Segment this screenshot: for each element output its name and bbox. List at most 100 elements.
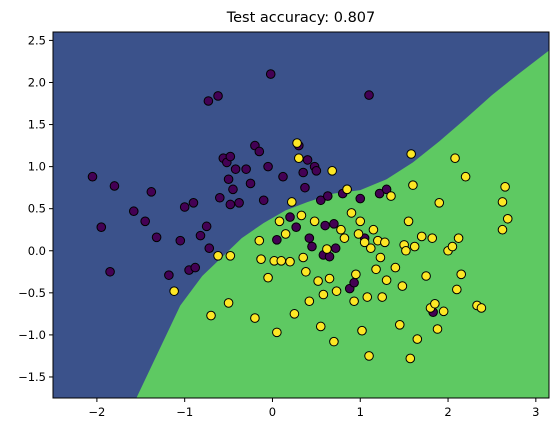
point-class-0-41 <box>300 182 310 193</box>
point-class-1-30 <box>329 336 339 347</box>
point-class-0-18 <box>213 91 223 101</box>
point-class-1-52 <box>386 191 396 201</box>
point-class-0-25 <box>228 184 238 195</box>
point-class-0-36 <box>278 171 288 182</box>
point-class-1-58 <box>403 216 414 227</box>
point-class-1-82 <box>497 224 508 235</box>
point-class-0-46 <box>311 166 322 176</box>
point-class-1-10 <box>272 327 282 338</box>
point-class-0-44 <box>307 241 317 252</box>
point-class-1-21 <box>301 266 311 277</box>
x-tick-label-4: 2 <box>444 405 451 419</box>
point-class-0-52 <box>329 219 339 229</box>
chart-title: Test accuracy: 0.807 <box>226 10 376 26</box>
point-class-1-49 <box>377 292 388 302</box>
y-tick-label-8: 2.5 <box>28 33 46 47</box>
point-class-1-67 <box>427 233 438 243</box>
point-class-1-27 <box>322 244 332 254</box>
point-class-1-77 <box>456 269 467 280</box>
point-class-0-10 <box>179 202 190 212</box>
plot-area <box>53 32 549 398</box>
point-class-1-78 <box>460 171 471 182</box>
point-class-1-75 <box>452 284 462 295</box>
y-tick-label-1: −1.0 <box>18 328 46 342</box>
point-class-0-2 <box>105 266 115 277</box>
point-class-0-16 <box>204 243 215 254</box>
point-class-1-57 <box>401 245 411 256</box>
point-class-1-43 <box>364 351 374 361</box>
point-class-1-71 <box>438 306 449 317</box>
x-tick-label-5: 3 <box>532 405 539 419</box>
point-class-1-51 <box>381 275 392 286</box>
point-class-1-3 <box>223 298 234 308</box>
plot-frame <box>52 31 550 399</box>
point-class-0-62 <box>381 184 392 195</box>
point-class-0-35 <box>272 235 282 245</box>
point-class-0-19 <box>214 192 225 203</box>
point-class-0-0 <box>87 171 98 182</box>
y-tick-label-6: 1.5 <box>28 118 46 132</box>
point-class-0-43 <box>304 233 315 243</box>
point-class-0-50 <box>322 191 333 201</box>
point-class-1-11 <box>274 216 285 227</box>
point-class-1-35 <box>346 208 357 218</box>
point-class-0-8 <box>164 270 174 280</box>
point-class-1-45 <box>368 224 379 235</box>
point-class-0-13 <box>190 262 201 273</box>
scatter-points <box>87 69 513 364</box>
point-class-1-33 <box>339 233 350 243</box>
x-tick-label-1: −1 <box>176 405 193 419</box>
point-class-0-29 <box>245 178 256 189</box>
point-class-1-4 <box>225 251 236 261</box>
point-class-0-12 <box>188 198 199 208</box>
point-class-0-32 <box>258 195 269 206</box>
point-class-0-38 <box>291 222 301 232</box>
point-class-1-60 <box>406 149 416 159</box>
x-tick-label-3: 1 <box>357 405 364 419</box>
y-tick-label-2: −0.5 <box>18 286 46 300</box>
point-class-1-28 <box>324 273 335 284</box>
point-class-0-47 <box>315 195 326 206</box>
point-class-1-15 <box>286 197 297 207</box>
point-class-1-44 <box>365 243 376 254</box>
point-class-1-19 <box>296 210 307 221</box>
point-class-1-73 <box>447 241 458 252</box>
point-class-1-26 <box>318 289 329 300</box>
point-class-1-83 <box>500 182 510 192</box>
point-class-0-9 <box>175 235 186 246</box>
point-class-0-23 <box>225 151 236 162</box>
point-class-1-7 <box>256 254 266 264</box>
point-class-1-48 <box>375 252 386 263</box>
point-class-1-76 <box>453 233 464 243</box>
point-class-0-37 <box>285 212 295 222</box>
point-class-0-61 <box>374 188 385 199</box>
point-class-0-14 <box>195 230 206 241</box>
point-class-1-46 <box>371 264 381 275</box>
point-class-1-40 <box>357 325 367 336</box>
point-class-1-17 <box>292 138 302 148</box>
point-class-1-29 <box>327 166 337 176</box>
point-class-1-53 <box>390 262 401 273</box>
point-class-1-1 <box>206 310 216 321</box>
point-class-1-6 <box>254 235 265 246</box>
point-class-0-42 <box>302 155 313 165</box>
point-class-1-74 <box>450 153 460 164</box>
point-class-1-41 <box>359 237 370 248</box>
point-class-1-8 <box>263 272 273 283</box>
point-class-0-57 <box>349 277 359 288</box>
point-class-1-23 <box>309 216 320 227</box>
point-class-0-15 <box>201 221 212 232</box>
point-class-1-55 <box>397 281 408 291</box>
point-class-1-24 <box>313 276 323 286</box>
point-class-1-54 <box>394 320 405 330</box>
point-class-1-70 <box>434 198 445 208</box>
point-class-0-28 <box>241 164 251 174</box>
point-class-0-24 <box>225 199 236 210</box>
point-class-1-34 <box>342 184 352 195</box>
point-class-0-1 <box>96 222 107 232</box>
point-class-1-61 <box>408 180 418 190</box>
point-class-1-5 <box>250 313 260 323</box>
point-class-1-16 <box>289 309 300 319</box>
point-class-0-58 <box>355 193 366 204</box>
